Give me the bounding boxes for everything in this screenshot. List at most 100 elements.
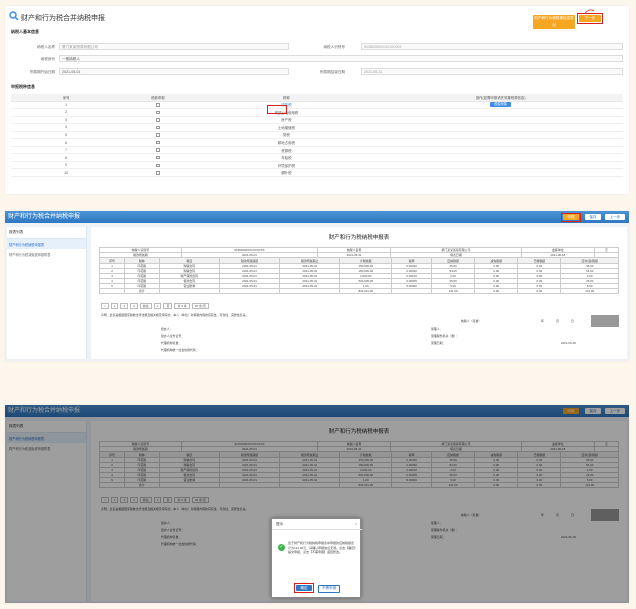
grid-cell: 3 <box>100 467 126 473</box>
grid-cell: 0.00 <box>517 472 562 478</box>
agent-2: 经办人身份证号： <box>161 528 185 532</box>
table-row: 3 印花税 财产保险合同 2021-05-01 2021-05-31 2,000.00 0.… <box>100 467 619 473</box>
sidebar-item-relief-report-2[interactable]: 财产和行为税减免税申报附表 <box>9 446 51 451</box>
no-declare-button[interactable]: 不需申报 <box>318 585 340 593</box>
sidebar-item-relief-report[interactable]: 财产和行为税减免税申报附表 <box>9 252 51 257</box>
grid-cell: 2021-05-01 <box>219 467 281 473</box>
save-button[interactable]: 保存 <box>585 214 601 220</box>
checkbox-icon[interactable] <box>156 148 160 152</box>
start-date-field[interactable]: 2021-05-01 <box>59 68 289 75</box>
pager-item[interactable]: 共 6 条 <box>174 303 190 309</box>
grid-cell <box>159 288 220 294</box>
grid-cell: 购销合同 <box>159 462 220 468</box>
report-title: 财产和行为税纳税申报表 <box>328 235 390 241</box>
pager-item[interactable]: 前往 <box>139 497 152 503</box>
checkbox-icon[interactable] <box>156 133 160 137</box>
grid-cell: 0.00 <box>474 462 519 468</box>
row-checkbox[interactable] <box>121 153 195 162</box>
pager-item[interactable]: 20 条/页 <box>191 303 209 309</box>
row-checkbox[interactable] <box>121 131 195 140</box>
taxpayer-id-field[interactable]: 91350200XXXXXXXXX <box>361 43 623 50</box>
grid-header: 税种 <box>124 258 160 264</box>
confirm-ok-button[interactable]: 确定 <box>296 585 312 591</box>
report-sidebar: 报表列表 财产和行为税纳税申报表 财产和行为税减免税申报附表 <box>7 227 87 359</box>
col-declare: 税款申报 <box>121 94 195 102</box>
info-cell: 金额单位 <box>521 442 595 448</box>
label-end-date: 所属期结束日期 <box>319 70 345 74</box>
pager-item[interactable]: 3 <box>130 497 138 503</box>
collect-source-button[interactable]: 税源采集 <box>490 102 511 108</box>
grid-cell: 购销合同 <box>159 457 220 463</box>
pager-item[interactable]: 1 <box>153 303 162 309</box>
checkbox-icon[interactable] <box>156 155 160 160</box>
grid-cell: 150,000.00 <box>339 457 393 463</box>
save-button-2[interactable]: 保存 <box>585 408 601 414</box>
grid-cell: 财产保险合同 <box>159 273 220 279</box>
submit-button[interactable]: 申报 <box>563 214 579 220</box>
pager-item[interactable]: < <box>101 497 109 503</box>
grid-cell: 1.00 <box>339 283 393 289</box>
grid-cell: 财产保险合同 <box>159 467 220 473</box>
grid-cell <box>391 288 433 294</box>
row-checkbox[interactable] <box>121 108 195 117</box>
report-sidebar-2: 报表列表 财产和行为税纳税申报表 财产和行为税减免税申报附表 <box>7 421 87 601</box>
checkbox-icon[interactable] <box>156 163 160 167</box>
sidebar-item-main-report[interactable]: 财产和行为税纳税申报表 <box>7 239 86 249</box>
panel-tax-items: 财产和行为税合并纳税申报 财产和行为税税源信息导出 下一步 纳税人基本信息 纳税… <box>5 6 629 194</box>
row-index: 4 <box>11 123 122 132</box>
pager-item[interactable]: 1 <box>110 303 119 309</box>
export-button[interactable]: 财产和行为税税源信息导出 <box>533 15 575 29</box>
pager-item[interactable]: 共 6 条 <box>174 497 190 503</box>
accept-date: 2021-06-18 <box>561 341 576 345</box>
pager-item[interactable]: 页 <box>163 303 173 309</box>
info-cell: 填表日期 <box>390 446 522 453</box>
grid-cell: 2 <box>100 268 126 274</box>
end-date-field[interactable]: 2021-05-31 <box>361 68 623 75</box>
row-checkbox[interactable] <box>121 101 195 110</box>
pager-item[interactable]: 2 <box>120 303 129 309</box>
pager-item[interactable]: 前往 <box>139 303 152 309</box>
info-cell: 金额单位 <box>521 248 595 254</box>
row-tax: 房产税 <box>194 116 379 125</box>
row-checkbox[interactable] <box>121 168 195 177</box>
sign-year: 年 <box>541 319 544 323</box>
row-checkbox[interactable] <box>121 138 195 147</box>
checkbox-icon[interactable] <box>156 103 160 107</box>
grid-header: 已缴税额 <box>517 452 562 458</box>
prev-button[interactable]: 上一步 <box>605 214 625 220</box>
grid-cell: 0.00 <box>517 268 562 274</box>
table-row: 5 契税 <box>11 131 623 140</box>
grid-cell: 2021-05-31 <box>279 472 341 478</box>
pager-item[interactable]: < <box>101 303 109 309</box>
grid-cell: 180,000.00 <box>339 462 393 468</box>
checkbox-icon[interactable] <box>156 171 160 175</box>
pager-item[interactable]: 1 <box>110 497 119 503</box>
grid-header: 税率 <box>391 258 433 264</box>
grid-cell: 45.00 <box>431 263 476 269</box>
tax-identity-select[interactable]: 一般纳税人 <box>59 55 623 62</box>
grid-header: 税种 <box>124 452 160 458</box>
prev-button-2[interactable]: 上一步 <box>605 408 625 414</box>
checkbox-icon[interactable] <box>156 118 160 122</box>
row-checkbox[interactable] <box>121 161 195 170</box>
pager-item[interactable]: 1 <box>153 497 162 503</box>
sidebar-item-main-report-2[interactable]: 财产和行为税纳税申报表 <box>7 433 86 443</box>
checkbox-icon[interactable] <box>156 140 160 145</box>
grid-cell: 5.00 <box>560 283 619 289</box>
row-tax: 土地增值税 <box>194 123 379 132</box>
pager-item[interactable]: 2 <box>120 497 129 503</box>
submit-button-2[interactable]: 申报 <box>563 408 579 414</box>
grid-cell: 0.00030 <box>391 268 433 274</box>
checkbox-icon[interactable] <box>156 125 160 130</box>
pager-item[interactable]: 页 <box>163 497 173 503</box>
pager-item[interactable]: 20 条/页 <box>191 497 209 503</box>
taxpayer-name-field[interactable]: 厦门某某贸易有限公司 <box>59 43 289 50</box>
grid-cell: 借款合同 <box>159 472 220 478</box>
close-icon[interactable]: × <box>355 521 358 526</box>
next-button[interactable]: 下一步 <box>579 15 601 22</box>
row-checkbox[interactable] <box>121 123 195 132</box>
pager-item[interactable]: 3 <box>130 303 138 309</box>
row-checkbox[interactable] <box>121 146 195 155</box>
checkbox-icon[interactable] <box>156 110 160 115</box>
row-checkbox[interactable] <box>121 116 195 125</box>
